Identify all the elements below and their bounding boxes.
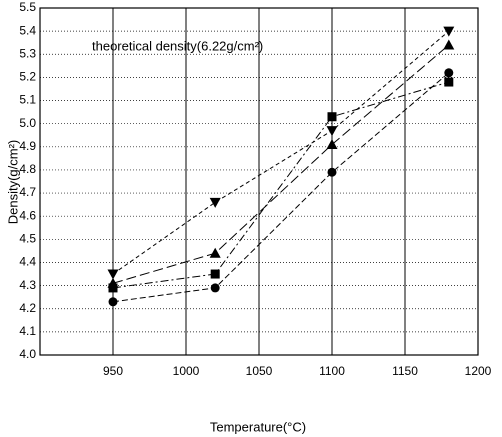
y-tick-label: 5.5	[19, 0, 36, 14]
series-line	[112, 30, 450, 275]
y-tick-label: 5.0	[19, 116, 36, 130]
y-tick-label: 4.4	[19, 255, 36, 269]
x-tick-label: 950	[103, 364, 123, 378]
marker	[327, 167, 337, 177]
marker	[108, 297, 118, 307]
x-axis-label: Temperature(°C)	[210, 419, 306, 434]
marker	[444, 77, 454, 87]
y-tick-label: 4.6	[19, 208, 36, 222]
y-tick-label: 4.3	[19, 278, 36, 292]
y-tick-label: 5.2	[19, 70, 36, 84]
x-tick-label: 1150	[392, 364, 418, 378]
series-line	[112, 81, 449, 289]
marker	[443, 26, 455, 37]
x-tick-label: 1200	[465, 364, 492, 378]
y-tick-label: 4.5	[19, 232, 36, 246]
y-tick-label: 4.2	[19, 301, 36, 315]
series-line	[112, 72, 450, 303]
marker	[444, 68, 454, 78]
y-tick-label: 4.0	[19, 347, 36, 361]
marker	[107, 277, 119, 288]
y-tick-label: 4.8	[19, 162, 36, 176]
marker	[210, 283, 220, 293]
marker	[209, 197, 221, 208]
y-tick-label: 4.9	[19, 139, 36, 153]
y-tick-label: 5.1	[19, 93, 36, 107]
series-line	[112, 44, 450, 284]
y-tick-label: 5.4	[19, 23, 36, 37]
marker	[326, 138, 338, 149]
y-tick-label: 4.1	[19, 324, 36, 338]
marker	[209, 247, 221, 258]
plot-frame	[39, 7, 479, 356]
y-axis-label: Density(g/cm²)	[5, 140, 20, 225]
marker	[107, 269, 119, 280]
annotation: theoretical density(6.22g/cm²)	[92, 38, 263, 53]
marker	[443, 39, 455, 50]
y-tick-label: 5.3	[19, 46, 36, 60]
x-tick-label: 1050	[246, 364, 273, 378]
x-tick-label: 1000	[173, 364, 200, 378]
x-tick-label: 1100	[319, 364, 345, 378]
marker	[327, 112, 337, 122]
marker	[108, 283, 118, 293]
marker	[326, 126, 338, 137]
y-tick-label: 4.7	[19, 185, 36, 199]
marker	[210, 269, 220, 279]
